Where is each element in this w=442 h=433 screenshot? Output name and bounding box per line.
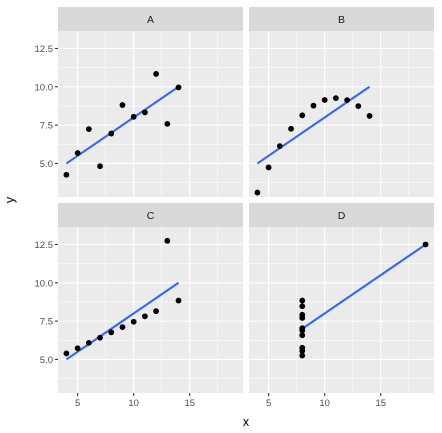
panel-background <box>58 31 243 197</box>
facet-strip-label: B <box>338 14 345 26</box>
y-tick-label: 10.0 <box>35 82 54 93</box>
facet-panel-b: B <box>249 7 434 197</box>
data-point <box>366 113 373 119</box>
panel-background <box>249 227 434 393</box>
y-tick-label: 5.0 <box>40 355 53 366</box>
data-point <box>130 113 137 120</box>
y-axis-title: y <box>3 196 17 203</box>
data-point <box>321 97 328 103</box>
y-tick-label: 7.5 <box>40 317 53 328</box>
facet-strip-label: D <box>338 210 346 222</box>
data-point <box>265 164 272 171</box>
data-point <box>299 297 306 304</box>
x-axis-title: x <box>243 415 250 429</box>
data-point <box>97 334 103 341</box>
data-point <box>175 84 182 91</box>
data-point <box>288 125 294 132</box>
facet-strip-label: C <box>147 210 155 222</box>
data-point <box>310 102 317 109</box>
facet-strip-label: A <box>147 14 154 26</box>
data-point <box>299 303 306 310</box>
data-point <box>108 130 115 137</box>
data-point <box>119 324 126 330</box>
data-point <box>276 143 283 150</box>
data-point <box>153 71 160 77</box>
data-point <box>74 345 81 352</box>
y-tick-label: 12.5 <box>35 44 54 55</box>
data-point <box>63 171 70 178</box>
data-point <box>85 339 92 346</box>
data-point <box>141 109 148 116</box>
data-point <box>332 95 339 102</box>
x-tick-label: 15 <box>375 398 386 409</box>
x-tick-label: 15 <box>184 398 195 409</box>
data-point <box>355 103 362 110</box>
data-point <box>108 329 115 336</box>
data-point <box>299 327 306 334</box>
data-point <box>422 241 429 248</box>
facet-strip <box>58 203 243 227</box>
regression-line <box>301 243 427 330</box>
facet-strip <box>249 7 434 31</box>
data-point <box>164 237 171 244</box>
facet-strip <box>249 203 434 227</box>
data-point <box>299 311 306 318</box>
data-point <box>97 163 103 170</box>
facet-panel-d: D 5 10 15 <box>249 203 434 409</box>
regression-line <box>65 281 180 361</box>
facet-strip <box>58 7 243 31</box>
x-tick-label: 5 <box>266 398 271 409</box>
panel-background <box>58 227 243 393</box>
data-point <box>141 313 148 320</box>
data-point <box>85 126 92 132</box>
data-point <box>299 112 306 119</box>
data-point <box>299 347 306 354</box>
facet-panel-a: A 5.0 7.5 10.0 12.5 <box>35 7 243 197</box>
data-point <box>74 150 81 156</box>
data-point <box>344 97 351 104</box>
y-tick-label: 7.5 <box>40 121 53 132</box>
data-point <box>299 352 306 359</box>
data-point <box>153 308 160 315</box>
data-point <box>164 120 171 127</box>
regression-line <box>65 85 180 165</box>
x-tick-label: 10 <box>319 398 330 409</box>
x-tick-label: 10 <box>128 398 139 409</box>
panels-layer: A 5.0 7.5 10.0 12.5 B C 5.0 7.5 10.0 12.5 5 10 15 D 5 10… <box>35 7 434 409</box>
data-point <box>63 350 70 357</box>
data-point <box>130 318 137 325</box>
panel-background <box>249 31 434 197</box>
data-point <box>254 189 261 196</box>
regression-line <box>256 85 371 165</box>
y-tick-label: 5.0 <box>40 159 53 170</box>
data-point <box>119 102 126 108</box>
data-point <box>175 297 182 304</box>
y-tick-label: 12.5 <box>35 240 54 251</box>
x-tick-label: 5 <box>75 398 80 409</box>
facet-panel-c: C 5.0 7.5 10.0 12.5 5 10 15 <box>35 203 243 409</box>
y-tick-label: 10.0 <box>35 278 54 289</box>
data-point <box>299 332 306 339</box>
